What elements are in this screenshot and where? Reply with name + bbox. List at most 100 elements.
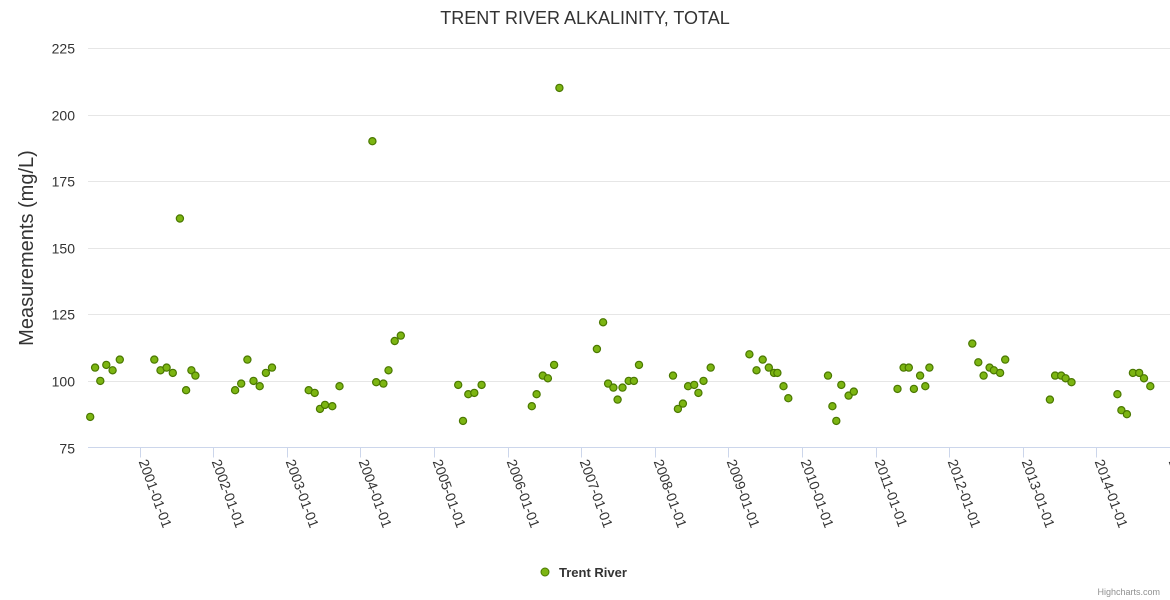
data-point[interactable] [549, 360, 559, 370]
data-point[interactable] [249, 376, 258, 386]
data-point[interactable] [1001, 355, 1010, 364]
data-point[interactable] [678, 399, 688, 408]
data-point[interactable] [150, 355, 159, 364]
data-point[interactable] [1113, 390, 1122, 399]
data-point[interactable] [764, 363, 774, 372]
data-point[interactable] [921, 382, 930, 391]
data-point[interactable] [673, 404, 683, 414]
credits-link[interactable]: Highcharts.com [1097, 587, 1160, 597]
data-point[interactable] [668, 371, 678, 380]
x-tick-label: 2002-01-01 [209, 457, 249, 530]
data-point[interactable] [168, 368, 177, 378]
data-point[interactable] [543, 374, 553, 383]
data-point[interactable] [690, 380, 699, 390]
data-point[interactable] [1117, 406, 1126, 415]
data-point[interactable] [779, 382, 788, 391]
data-point[interactable] [384, 366, 393, 375]
data-point[interactable] [261, 368, 271, 378]
data-point[interactable] [979, 371, 988, 380]
data-point[interactable] [613, 395, 622, 404]
data-point[interactable] [1139, 374, 1149, 383]
legend-marker-icon[interactable] [540, 567, 550, 577]
data-point[interactable] [243, 355, 252, 364]
y-tick-label: 100 [52, 374, 76, 390]
data-point[interactable] [592, 344, 602, 354]
data-point[interactable] [108, 366, 117, 375]
data-point[interactable] [974, 358, 983, 367]
data-point[interactable] [1122, 410, 1132, 419]
data-point[interactable] [175, 214, 185, 223]
data-point[interactable] [368, 136, 377, 146]
data-point[interactable] [909, 384, 919, 394]
data-point[interactable] [310, 388, 319, 398]
data-point[interactable] [995, 368, 1005, 378]
data-point[interactable] [181, 386, 191, 395]
data-point[interactable] [477, 380, 486, 390]
x-tick-label: 2015-01-01 [1166, 457, 1170, 530]
data-point[interactable] [849, 387, 859, 396]
data-point[interactable] [773, 368, 782, 378]
x-tick-label: 2013-01-01 [1019, 457, 1059, 530]
x-tick-label: 2010-01-01 [798, 457, 838, 530]
data-point[interactable] [115, 355, 125, 364]
data-point[interactable] [925, 363, 934, 372]
data-point[interactable] [1067, 378, 1076, 387]
series-trent-river[interactable] [85, 83, 1155, 426]
data-point[interactable] [555, 83, 564, 93]
data-point[interactable] [527, 402, 537, 411]
data-point[interactable] [454, 380, 463, 390]
data-point[interactable] [706, 363, 715, 372]
data-point[interactable] [699, 376, 708, 386]
data-point[interactable] [968, 339, 977, 348]
data-point[interactable] [328, 402, 337, 411]
data-point[interactable] [470, 388, 479, 398]
data-point[interactable] [85, 412, 95, 422]
data-point[interactable] [396, 331, 405, 340]
data-point[interactable] [694, 388, 703, 398]
data-point[interactable] [629, 376, 639, 386]
data-point[interactable] [823, 371, 833, 380]
data-point[interactable] [828, 402, 837, 411]
data-point[interactable] [532, 390, 541, 399]
x-tick-label: 2005-01-01 [430, 457, 470, 530]
data-point[interactable] [609, 383, 618, 392]
data-point[interactable] [162, 363, 171, 372]
data-point[interactable] [102, 360, 111, 370]
data-point[interactable] [745, 350, 754, 359]
y-axis-title: Measurements (mg/L) [16, 150, 38, 346]
data-point[interactable] [255, 382, 264, 391]
x-tick-label: 2014-01-01 [1092, 457, 1132, 530]
data-point[interactable] [752, 366, 761, 375]
data-point[interactable] [320, 400, 330, 410]
data-point[interactable] [458, 416, 468, 426]
data-point[interactable] [191, 371, 200, 380]
data-point[interactable] [90, 363, 100, 372]
data-point[interactable] [904, 363, 914, 372]
data-point[interactable] [618, 383, 627, 392]
data-point[interactable] [1061, 374, 1070, 383]
data-point[interactable] [96, 376, 105, 386]
data-point[interactable] [267, 363, 277, 372]
data-point[interactable] [832, 416, 841, 426]
data-point[interactable] [598, 318, 608, 327]
data-point[interactable] [758, 355, 767, 364]
data-point[interactable] [230, 386, 240, 395]
data-point[interactable] [784, 394, 793, 403]
chart-title: TRENT RIVER ALKALINITY, TOTAL [440, 8, 729, 28]
data-point[interactable] [837, 380, 846, 390]
data-point[interactable] [634, 360, 644, 370]
x-axis-labels: 2001-01-01 2002-01-01 2003-01-01 2004-01-01… [136, 447, 1170, 530]
data-point[interactable] [390, 336, 399, 346]
data-point[interactable] [335, 382, 344, 391]
legend-item-trent-river[interactable]: Trent River [559, 565, 627, 580]
y-tick-label: 75 [59, 441, 75, 457]
legend[interactable]: Trent River [540, 565, 627, 580]
data-point[interactable] [1045, 395, 1055, 404]
data-point[interactable] [379, 379, 388, 388]
data-point[interactable] [1146, 382, 1155, 391]
data-point[interactable] [893, 384, 902, 394]
data-point[interactable] [1134, 368, 1144, 378]
data-point[interactable] [372, 378, 381, 387]
data-point[interactable] [915, 371, 925, 380]
data-point[interactable] [236, 379, 246, 388]
